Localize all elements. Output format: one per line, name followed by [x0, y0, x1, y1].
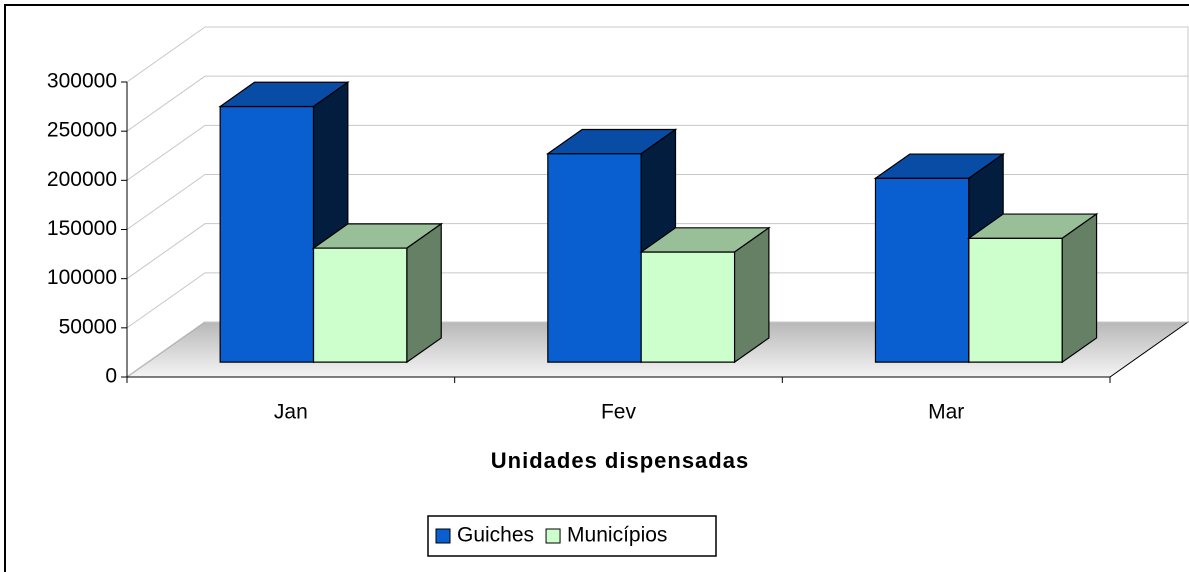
legend-swatch	[545, 528, 561, 544]
bar-front	[968, 237, 1063, 363]
bar-side	[406, 222, 442, 364]
x-tick-label: Mar	[928, 401, 964, 424]
bar-side	[1061, 212, 1098, 364]
y-tick-label: 100000	[47, 266, 117, 289]
y-tick-label: 50000	[59, 315, 117, 338]
y-tick-label: 300000	[47, 70, 117, 93]
y-tick-label: 200000	[47, 168, 117, 191]
bar	[311, 222, 444, 364]
grid-line	[126, 124, 1188, 181]
legend-swatch	[435, 528, 451, 544]
grid-line	[126, 272, 1188, 329]
grid-line	[126, 75, 1188, 132]
y-tick-label: 250000	[47, 119, 117, 142]
x-tick-label: Jan	[274, 401, 308, 424]
y-tick-label: 150000	[47, 217, 117, 240]
bar-front	[219, 105, 315, 363]
grid-line	[126, 174, 1188, 230]
bar-front	[874, 177, 970, 363]
bar-front	[312, 247, 408, 363]
back-wall-edge	[205, 26, 1189, 322]
legend-label: Municípios	[567, 524, 667, 547]
bar-front	[547, 153, 642, 363]
y-tick-label: 0	[105, 365, 117, 388]
bar-front	[640, 251, 736, 363]
chart-title: Unidades dispensadas	[491, 448, 749, 473]
bar-side	[733, 226, 770, 364]
x-tick-label: Fev	[601, 401, 637, 424]
bar	[966, 212, 1099, 364]
bar	[639, 226, 771, 364]
legend-label: Guiches	[457, 524, 534, 547]
grid-line	[126, 223, 1188, 280]
legend-box	[427, 515, 717, 557]
grid-line	[126, 321, 1188, 378]
